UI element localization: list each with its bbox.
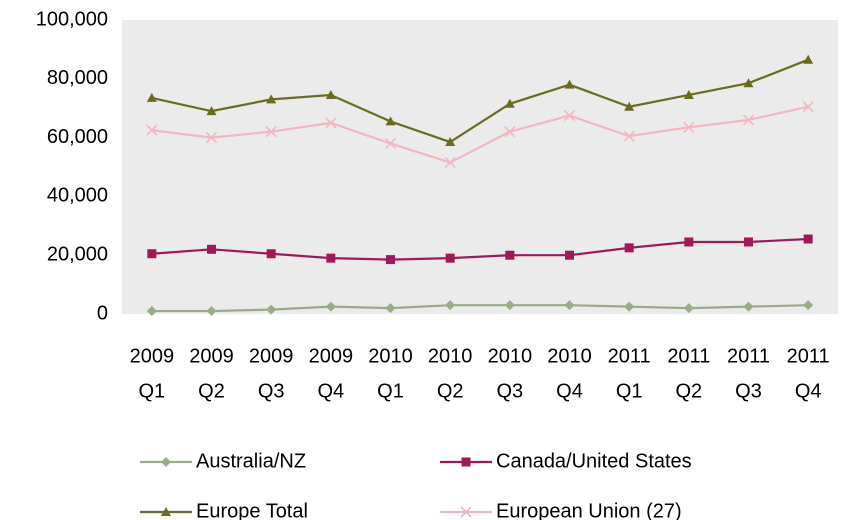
x-tick-label: Q3 [258, 380, 285, 402]
marker [624, 301, 635, 312]
marker [325, 301, 336, 312]
x-tick-label: Q2 [675, 380, 702, 402]
marker [206, 306, 217, 317]
marker [326, 253, 336, 263]
x-tick-label: Q4 [317, 380, 344, 402]
x-tick-label: 2011 [787, 345, 830, 367]
x-tick-label: Q3 [496, 380, 523, 402]
marker [207, 244, 216, 254]
marker [504, 126, 516, 138]
x-tick-label: 2011 [727, 345, 770, 367]
marker [624, 101, 635, 111]
x-tick-label: Q4 [556, 380, 583, 402]
marker [266, 249, 276, 259]
x-tick-label: 2011 [667, 345, 710, 367]
x-tick-label: Q1 [377, 380, 404, 402]
x-tick-label: 2010 [368, 345, 413, 367]
marker [206, 106, 217, 116]
y-tick-label: 60,000 [47, 126, 108, 148]
marker [386, 255, 395, 265]
marker [161, 457, 171, 467]
y-tick-label: 0 [97, 302, 108, 324]
marker [460, 506, 472, 518]
marker [325, 117, 337, 129]
marker [147, 249, 157, 259]
marker [385, 303, 396, 314]
marker [564, 79, 575, 89]
y-tick-label: 40,000 [47, 185, 108, 207]
x-tick-label: 2010 [488, 345, 533, 367]
y-tick-label: 100,000 [36, 8, 108, 30]
legend-label: Europe Total [196, 500, 308, 520]
marker [146, 124, 158, 136]
marker [265, 126, 277, 138]
x-tick-label: 2011 [608, 345, 651, 367]
marker [461, 457, 471, 467]
marker [563, 109, 576, 122]
marker [683, 121, 695, 133]
x-tick-label: 2010 [428, 345, 473, 367]
x-tick-label: 2009 [130, 345, 175, 367]
marker [445, 253, 455, 263]
marker [564, 300, 575, 311]
x-tick-label: Q1 [138, 380, 165, 402]
marker [803, 234, 813, 244]
series-line [151, 237, 809, 261]
marker [742, 114, 755, 126]
x-tick-label: Q4 [795, 380, 822, 402]
legend-label: European Union (27) [496, 500, 682, 520]
marker [205, 132, 218, 144]
marker [802, 101, 814, 113]
marker [504, 300, 515, 311]
marker [623, 130, 635, 142]
marker [803, 54, 814, 64]
y-tick-label: 80,000 [47, 67, 108, 89]
series-line [151, 304, 809, 313]
marker [743, 301, 754, 312]
marker [504, 98, 515, 108]
marker [684, 237, 694, 247]
marker [445, 137, 456, 147]
x-tick-label: 2009 [309, 345, 354, 367]
x-tick-label: Q2 [437, 380, 464, 402]
series-line [151, 58, 809, 144]
marker [445, 300, 456, 311]
marker [505, 250, 515, 260]
marker [146, 306, 157, 317]
marker [161, 507, 171, 516]
x-tick-label: 2010 [547, 345, 592, 367]
marker [384, 137, 397, 150]
marker [565, 250, 574, 260]
marker [624, 243, 634, 253]
marker [683, 89, 694, 99]
x-tick-label: Q3 [735, 380, 762, 402]
marker [803, 300, 814, 311]
marker [683, 303, 694, 314]
x-tick-label: 2009 [189, 345, 234, 367]
marker [444, 157, 456, 169]
legend-label: Australia/NZ [196, 450, 306, 472]
y-tick-label: 20,000 [47, 243, 108, 265]
x-tick-label: Q1 [616, 380, 643, 402]
marker [385, 116, 396, 126]
marker [743, 78, 754, 88]
plot-area [122, 20, 838, 314]
marker [266, 94, 277, 104]
legend-label: Canada/United States [496, 450, 692, 472]
x-tick-label: 2009 [249, 345, 294, 367]
marker [325, 89, 336, 99]
marker [744, 237, 753, 247]
x-tick-label: Q2 [198, 380, 225, 402]
marker [146, 92, 157, 102]
series-line [151, 105, 809, 164]
marker [266, 304, 277, 315]
